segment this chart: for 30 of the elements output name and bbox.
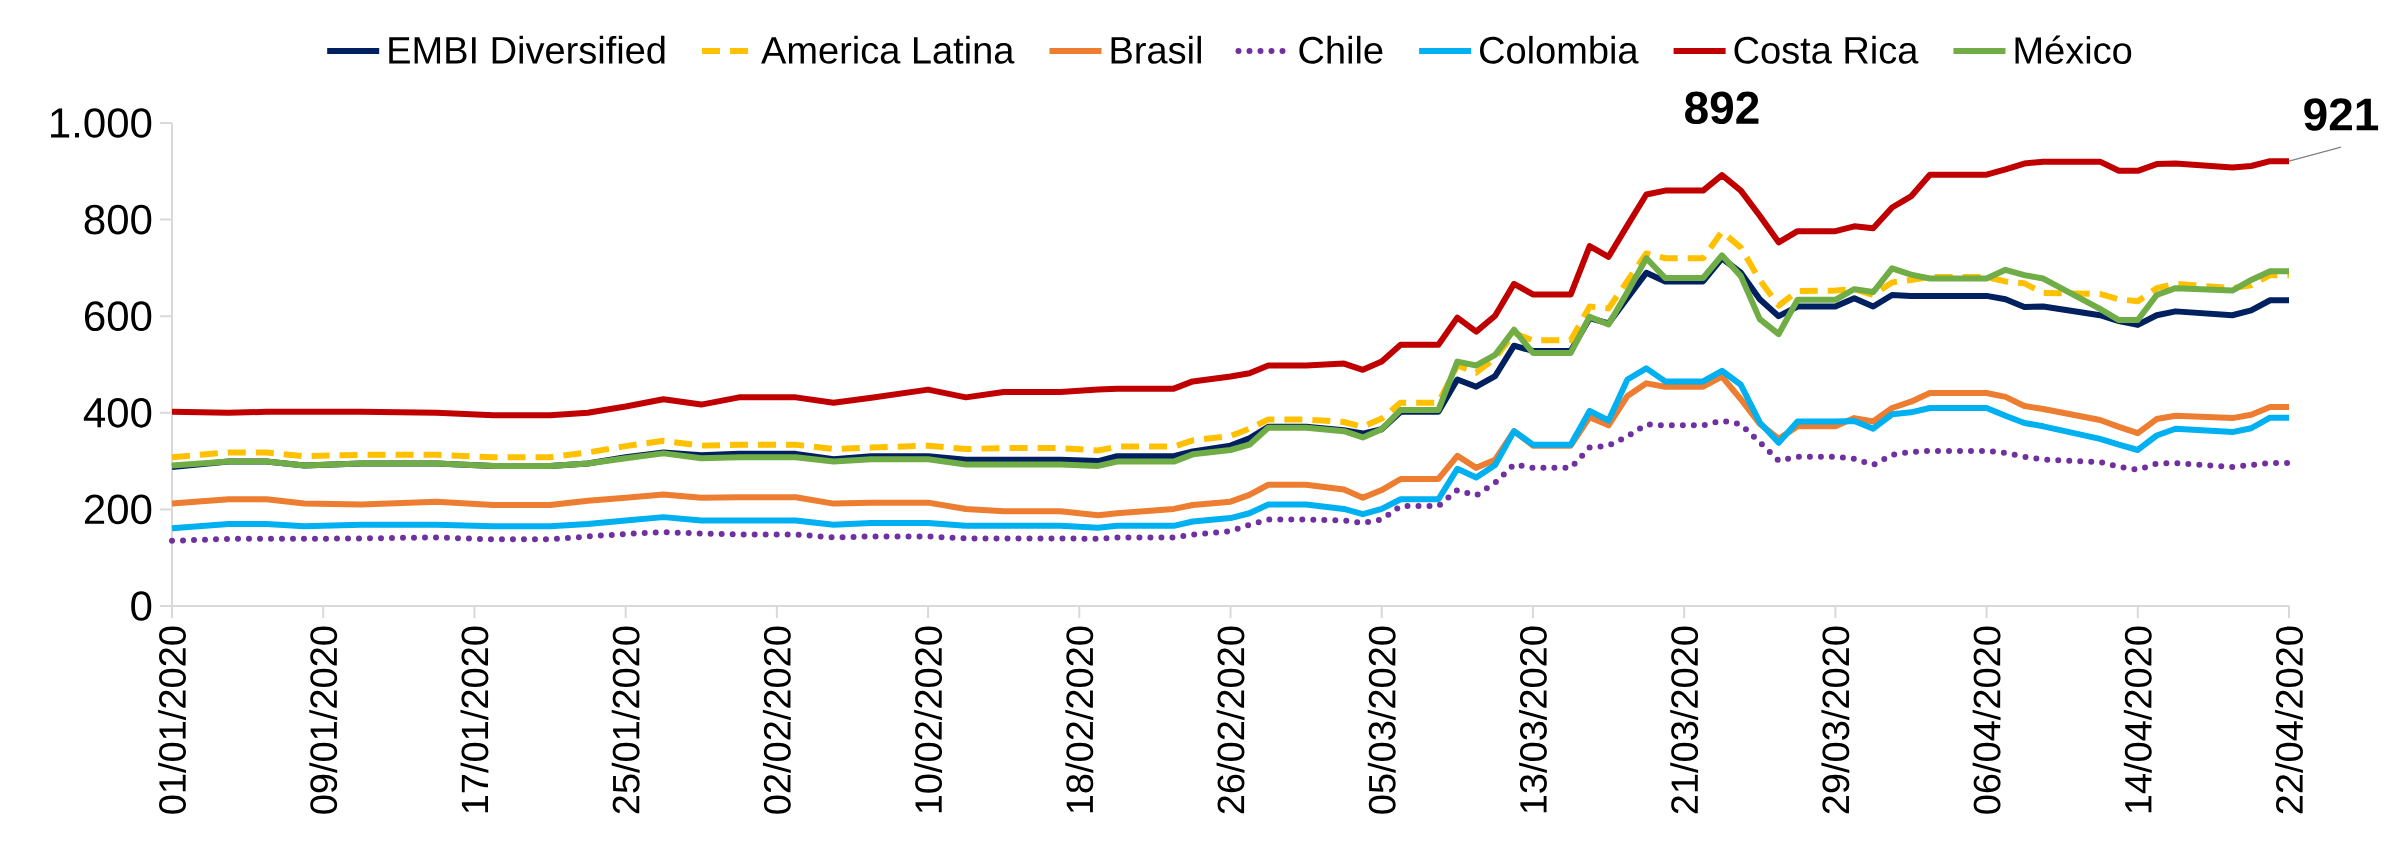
x-tick-label: 02/02/2020 — [762, 626, 791, 814]
x-tick-label: 05/03/2020 — [1367, 626, 1396, 814]
x-tick-label: 14/04/2020 — [2123, 626, 2152, 813]
x-tick-label: 18/02/2020 — [1065, 626, 1094, 813]
x-tick-label: 17/01/2020 — [460, 626, 489, 813]
annotation: 921 — [2304, 98, 2379, 131]
legend-label: EMBI Diversified — [389, 35, 665, 64]
x-tick-label: 09/01/2020 — [309, 626, 338, 814]
x-tick-label: 26/02/2020 — [1216, 626, 1245, 814]
y-tick-label: 0 — [131, 591, 152, 621]
x-tick-label: 29/03/2020 — [1821, 626, 1850, 814]
x-tick-label: 13/03/2020 — [1518, 626, 1547, 813]
x-tick-label: 21/03/2020 — [1670, 626, 1699, 814]
y-tick-label: 400 — [83, 397, 152, 428]
y-tick-label: 800 — [84, 204, 152, 235]
y-tick-label: 200 — [84, 494, 152, 525]
annotation: 892 — [1685, 91, 1759, 125]
legend-label: México — [2015, 35, 2132, 64]
x-tick-label: 01/01/2020 — [158, 626, 186, 814]
legend-label: Chile — [1299, 35, 1383, 64]
legend-label: Costa Rica — [1734, 35, 1919, 64]
x-tick-label: 06/04/2020 — [1972, 626, 2001, 814]
legend-label: Brasil — [1111, 35, 1201, 64]
y-tick-label: 600 — [85, 301, 152, 332]
x-tick-label: 10/02/2020 — [914, 626, 943, 813]
legend-label: Colombia — [1480, 35, 1639, 64]
y-tick-label: 1.000 — [51, 108, 152, 138]
x-tick-label: 25/01/2020 — [611, 626, 640, 814]
legend-label: America Latina — [761, 35, 1015, 64]
x-tick-label: 22/04/2020 — [2275, 626, 2303, 814]
